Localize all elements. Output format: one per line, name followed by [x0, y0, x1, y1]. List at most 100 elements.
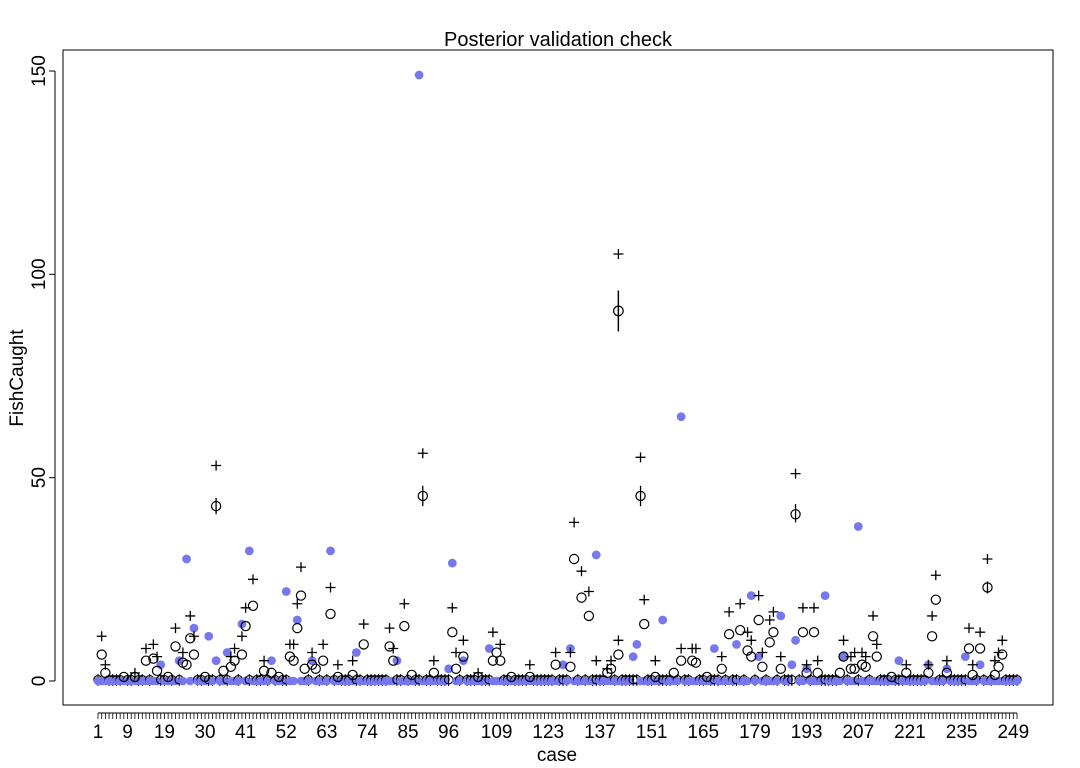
predicted-upper-marker — [768, 606, 779, 617]
predicted-upper-marker — [524, 659, 535, 670]
predicted-upper-marker — [676, 643, 687, 654]
predicted-upper-marker — [602, 663, 613, 674]
predicted-upper-marker — [635, 452, 646, 463]
predicted-upper-marker — [576, 566, 587, 577]
x-tick-label: 74 — [357, 722, 379, 743]
predicted-upper-marker — [868, 610, 879, 621]
predicted-mean-point — [96, 649, 107, 660]
predicted-mean-point — [199, 671, 211, 683]
predicted-upper-marker — [569, 517, 580, 528]
predicted-upper-marker — [259, 655, 270, 666]
predicted-upper-marker — [775, 651, 786, 662]
predicted-mean-point — [288, 655, 299, 666]
predicted-mean-point — [808, 626, 820, 638]
predicted-mean-point — [993, 661, 1004, 672]
predicted-mean-point — [967, 669, 978, 681]
predicted-mean-point — [930, 594, 942, 605]
predicted-upper-marker — [211, 460, 222, 471]
predicted-mean-point — [974, 643, 986, 654]
predicted-mean-point — [612, 305, 624, 317]
x-tick-label: 151 — [636, 722, 668, 743]
chart-title: Posterior validation check — [444, 29, 673, 51]
x-axis-label: case — [537, 745, 577, 766]
predicted-upper-marker — [941, 655, 952, 666]
observed-point — [211, 656, 221, 666]
x-tick-label: 19 — [154, 722, 175, 743]
predicted-upper-marker — [248, 574, 259, 585]
predicted-mean-point — [495, 655, 506, 666]
x-tick-label: 123 — [532, 722, 564, 743]
predicted-mean-point — [148, 653, 159, 664]
predicted-mean-point — [428, 667, 440, 679]
observed-point — [732, 639, 741, 649]
predicted-mean-point — [347, 669, 358, 681]
predicted-mean-point — [926, 631, 938, 642]
observed-point — [791, 635, 800, 645]
predicted-mean-point — [140, 655, 152, 666]
predicted-mean-point — [812, 667, 823, 679]
predicted-upper-marker — [613, 248, 624, 259]
observed-point — [444, 664, 454, 674]
predicted-mean-point — [675, 655, 687, 666]
predicted-upper-marker — [993, 647, 1004, 658]
observed-point — [894, 656, 904, 666]
predicted-mean-point — [310, 663, 321, 674]
observed-point — [392, 656, 402, 666]
observed-point — [835, 676, 845, 686]
observed-point — [772, 676, 782, 686]
predicted-upper-marker — [318, 639, 329, 650]
predicted-upper-marker — [384, 623, 395, 634]
predicted-mean-point — [860, 661, 871, 672]
observed-point — [484, 644, 494, 653]
predicted-mean-point — [723, 629, 735, 640]
predicted-upper-marker — [613, 635, 624, 646]
x-tick-label: 207 — [842, 722, 874, 743]
predicted-mean-point — [650, 671, 661, 683]
predicted-mean-point — [550, 659, 561, 670]
predicted-upper-marker — [473, 667, 484, 678]
predicted-upper-marker — [790, 468, 801, 479]
predicted-upper-marker — [177, 647, 188, 658]
observed-point — [189, 623, 199, 633]
observed-point — [281, 587, 291, 596]
predicted-upper-marker — [742, 627, 753, 638]
observed-point — [628, 652, 638, 661]
y-tick-label: 150 — [29, 55, 50, 87]
predicted-mean-point — [247, 600, 259, 611]
predicted-upper-marker — [332, 659, 343, 670]
predicted-upper-marker — [185, 610, 196, 621]
predicted-mean-point — [358, 639, 369, 650]
predicted-upper-marker — [838, 635, 849, 646]
observed-point — [673, 676, 682, 686]
observed-point — [820, 591, 830, 600]
predicted-upper-marker — [152, 651, 163, 662]
predicted-mean-point — [185, 633, 196, 644]
predicted-upper-marker — [757, 647, 768, 658]
predicted-upper-marker — [229, 643, 240, 654]
predicted-mean-point — [701, 671, 713, 683]
predicted-upper-marker — [325, 582, 336, 593]
predicted-mean-point — [236, 649, 248, 660]
observed-point — [351, 648, 361, 657]
x-tick-label: 41 — [235, 722, 256, 743]
predicted-upper-marker — [100, 659, 111, 670]
predicted-mean-point — [834, 667, 846, 679]
predicted-mean-point — [963, 643, 975, 654]
predicted-upper-marker — [997, 635, 1008, 646]
predicted-mean-point — [613, 649, 624, 660]
observed-point — [754, 652, 764, 661]
predicted-upper-marker — [967, 659, 978, 670]
predicted-upper-marker — [591, 655, 602, 666]
observed-point — [267, 656, 276, 666]
predicted-mean-point — [635, 490, 646, 502]
x-tick-label: 96 — [438, 722, 459, 743]
predicted-mean-point — [982, 582, 993, 593]
observed-point — [750, 676, 760, 686]
predicted-upper-marker — [487, 627, 498, 638]
predicted-upper-marker — [650, 655, 661, 666]
x-axis: 1 9 19 30 41 52 63 74 85 96 109 123 137 151 165 179 193 2… — [93, 712, 1029, 743]
predicted-upper-marker — [923, 659, 934, 670]
predicted-mean-point — [757, 661, 768, 672]
predicted-mean-point — [568, 553, 580, 565]
